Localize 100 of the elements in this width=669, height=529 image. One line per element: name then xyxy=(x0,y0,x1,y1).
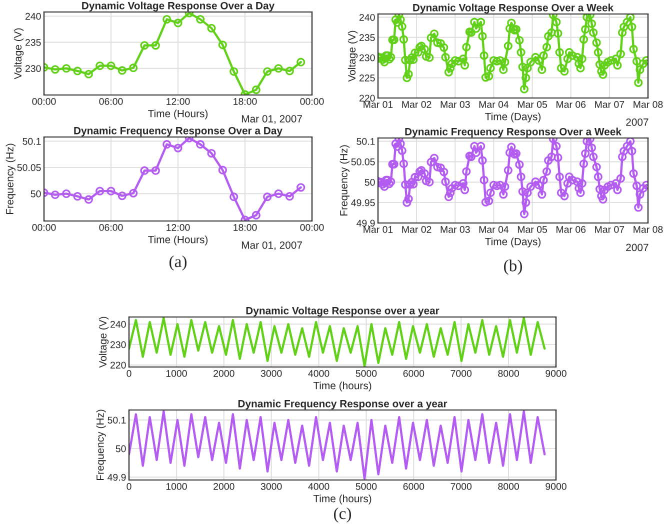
x-tick-label: Mar 04 xyxy=(479,101,509,108)
point xyxy=(162,15,172,24)
point xyxy=(252,85,260,94)
x-tick-label: 00:00 xyxy=(32,98,56,105)
point xyxy=(174,18,182,28)
y-tick-label: 49.9 xyxy=(356,220,375,227)
x-tick-label: 9000 xyxy=(546,370,566,377)
chart-title: Dynamic Voltage Response Over a Week xyxy=(413,4,614,14)
x-tick-label: 8000 xyxy=(498,370,519,377)
x-tick-label: Mar 06 xyxy=(556,101,586,108)
point xyxy=(218,40,227,50)
x-tick-label: 12:00 xyxy=(166,224,190,231)
point xyxy=(263,67,272,76)
y-axis-title: Voltage (V) xyxy=(348,30,358,82)
x-tick-label: 2000 xyxy=(214,483,234,490)
point xyxy=(140,41,149,50)
point xyxy=(274,189,283,198)
point xyxy=(296,183,306,192)
point xyxy=(296,58,306,66)
y-tick-label: 220 xyxy=(359,94,375,102)
x-tick-label: 0 xyxy=(126,483,132,490)
y-tick-label: 225 xyxy=(359,74,375,82)
point xyxy=(84,70,93,78)
x-tick-label: Mar 05 xyxy=(518,226,548,233)
x-tick-label: 4000 xyxy=(308,483,330,490)
point xyxy=(196,15,205,24)
point xyxy=(129,188,138,198)
line-series xyxy=(129,410,546,480)
x-tick-label: 0 xyxy=(126,370,132,377)
point xyxy=(207,148,216,158)
point xyxy=(129,64,138,72)
point xyxy=(252,210,260,220)
x-tick-label: 6000 xyxy=(403,483,424,490)
y-axis-title: Frequency (Hz) xyxy=(96,410,106,480)
x-tick-label: Mar 03 xyxy=(440,101,470,108)
y-tick-label: 230 xyxy=(359,54,375,62)
x-tick-label: Mar 01 xyxy=(364,101,393,108)
x-axis-title: Time (Hours) xyxy=(148,110,208,120)
line-series xyxy=(129,317,546,367)
y-tick-label: 240 xyxy=(110,320,126,328)
y-tick-label: 230 xyxy=(110,341,126,348)
y-tick-label: 220 xyxy=(110,362,126,369)
y-tick-label: 50.1 xyxy=(108,416,126,424)
x-tick-label: 7000 xyxy=(450,370,472,377)
y-tick-label: 50 xyxy=(364,178,375,186)
text: (b) xyxy=(504,260,522,275)
point xyxy=(50,190,60,200)
y-tick-label: 50.1 xyxy=(22,138,41,145)
point xyxy=(218,166,227,174)
point xyxy=(96,186,104,196)
point xyxy=(230,192,238,202)
point xyxy=(73,66,82,76)
point xyxy=(230,67,238,76)
text: (a) xyxy=(169,255,187,271)
point xyxy=(106,61,116,70)
point xyxy=(62,64,71,73)
y-tick-label: 50.05 xyxy=(351,158,375,166)
x-tick-label: 06:00 xyxy=(99,224,123,231)
x-tick-label: 9000 xyxy=(546,483,566,490)
x-axis-title: Time (Days) xyxy=(485,112,541,122)
y-tick-label: 235 xyxy=(25,39,41,46)
point xyxy=(118,191,126,200)
y-tick-label: 235 xyxy=(359,34,375,42)
chart-title: Dynamic Frequency Response Over a Day xyxy=(74,126,282,136)
text: (c) xyxy=(334,507,352,523)
x-tick-label: Mar 01 xyxy=(364,226,393,233)
x-axis-title: Time (hours) xyxy=(313,382,372,392)
y-tick-label: 50 xyxy=(30,190,41,198)
chart-title: Dynamic Voltage Response over a year xyxy=(246,306,440,316)
x-tick-label: 12:00 xyxy=(166,98,190,105)
point xyxy=(62,189,71,198)
x-tick-label: Mar 07 xyxy=(595,226,624,233)
point xyxy=(118,66,126,75)
x-tick-label: 18:00 xyxy=(234,224,257,231)
y-axis-title: Voltage (V) xyxy=(98,316,109,368)
chart-title: Dynamic Voltage Response Over a Day xyxy=(82,2,275,12)
y-tick-label: 50.1 xyxy=(356,138,375,145)
y-tick-label: 50.05 xyxy=(17,164,41,172)
point xyxy=(96,61,104,70)
point xyxy=(50,65,60,74)
y-axis-title: Voltage (V) xyxy=(14,28,24,80)
chart-title: Dynamic Frequency Response Over a Week xyxy=(405,128,622,138)
chart-title: Dynamic Frequency Response over a year xyxy=(238,400,448,410)
x-tick-label: 06:00 xyxy=(99,98,123,105)
point xyxy=(274,64,283,73)
point xyxy=(196,140,205,149)
y-tick-label: 49.95 xyxy=(351,199,375,206)
x-tick-label: Mar 02 xyxy=(402,101,432,108)
point xyxy=(140,166,149,175)
x-tick-label: Mar 05 xyxy=(518,101,548,108)
x-tick-label: 5000 xyxy=(356,483,377,490)
x-tick-label: 2000 xyxy=(214,370,234,377)
x-tick-label: 18:00 xyxy=(234,98,257,105)
x-tick-label: 5000 xyxy=(356,370,377,377)
x-tick-label: 3000 xyxy=(260,483,282,490)
point xyxy=(285,66,294,76)
point xyxy=(174,144,182,152)
point xyxy=(151,41,160,50)
point xyxy=(162,140,172,149)
x-tick-label: Mar 08 xyxy=(634,101,663,108)
